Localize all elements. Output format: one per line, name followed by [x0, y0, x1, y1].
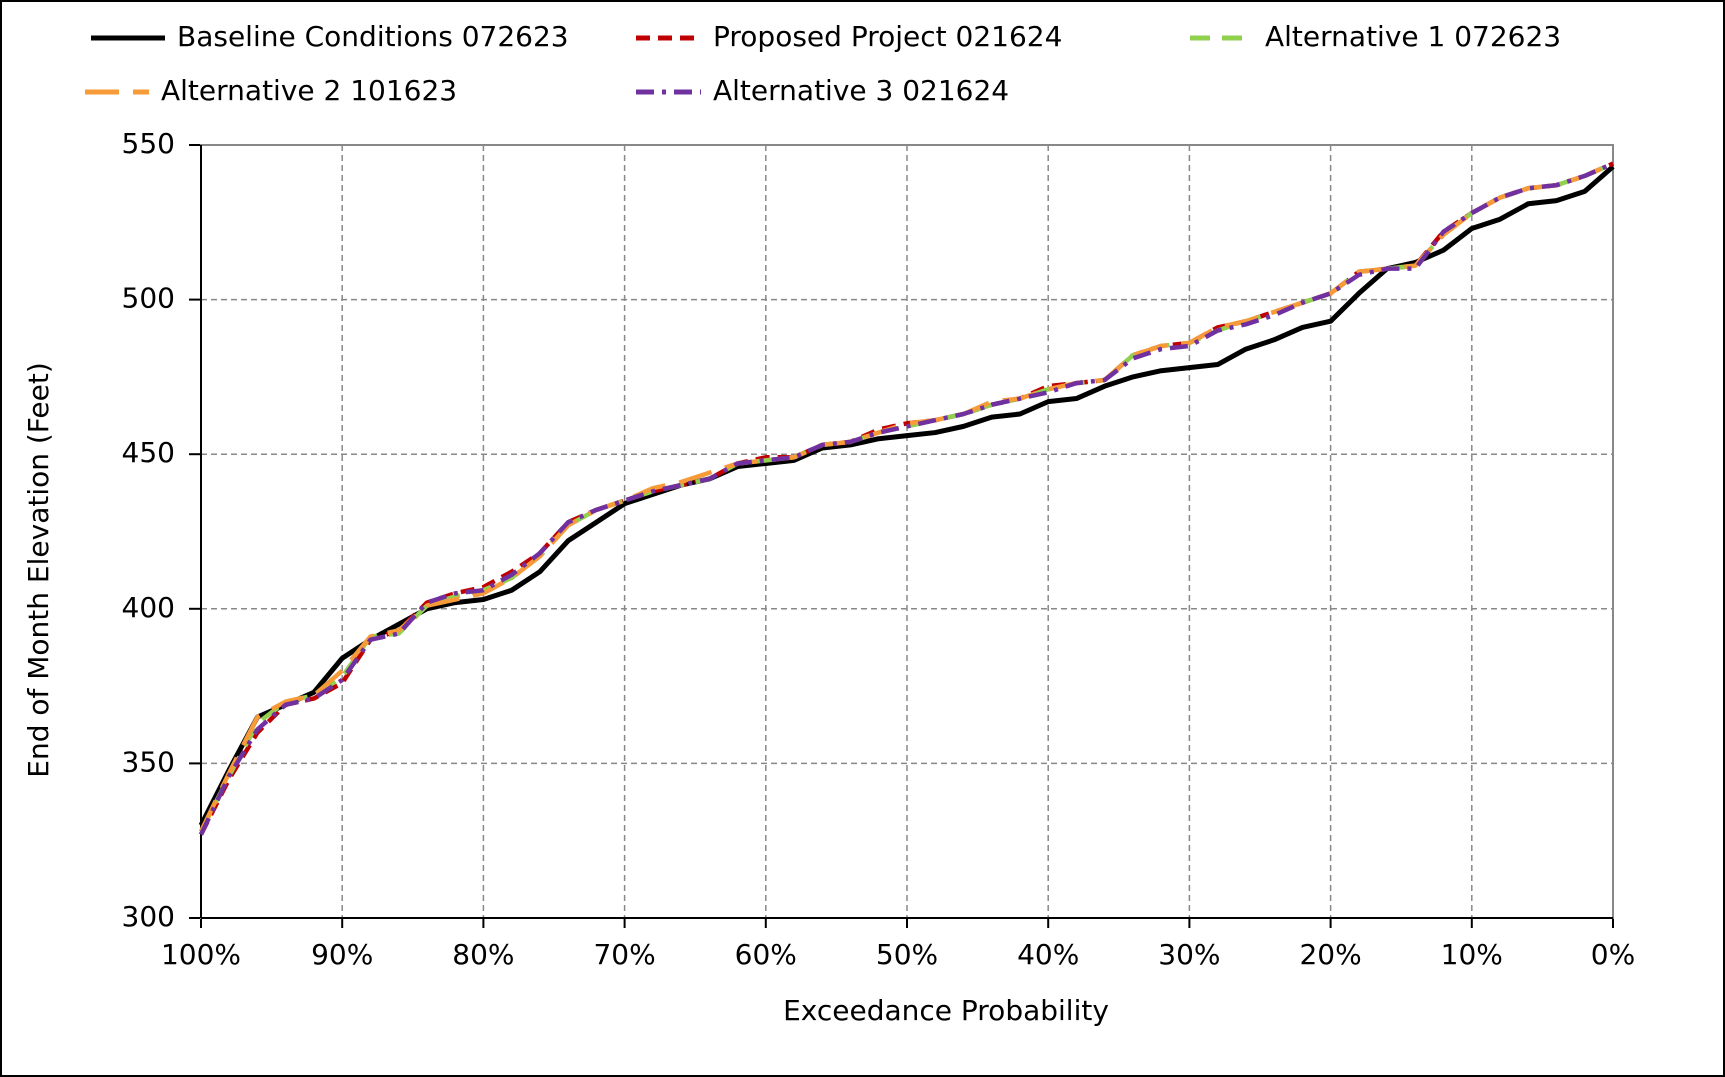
series-line — [198, 161, 1614, 836]
legend-label: Proposed Project 021624 — [713, 20, 1062, 53]
y-axis-label: End of Month Elevation (Feet) — [22, 362, 55, 777]
y-tick-label: 400 — [122, 591, 175, 624]
x-tick-label: 10% — [1441, 938, 1503, 971]
x-tick-label: 20% — [1299, 938, 1361, 971]
x-axis-label: Exceedance Probability — [783, 994, 1109, 1027]
x-tick-label: 30% — [1158, 938, 1220, 971]
x-tick-label: 90% — [311, 938, 373, 971]
x-tick-label: 60% — [735, 938, 797, 971]
y-tick-label: 300 — [122, 900, 175, 933]
x-tick-label: 40% — [1017, 938, 1079, 971]
y-tick-label: 450 — [122, 436, 175, 469]
x-tick-label: 70% — [593, 938, 655, 971]
x-tick-label: 100% — [161, 938, 241, 971]
x-tick-label: 50% — [876, 938, 938, 971]
y-tick-label: 550 — [122, 127, 175, 160]
legend-label: Alternative 3 021624 — [713, 74, 1009, 107]
series-line — [198, 164, 1615, 827]
legend-label: Baseline Conditions 072623 — [177, 20, 569, 53]
x-tick-label: 80% — [452, 938, 514, 971]
legend-label: Alternative 1 072623 — [1265, 20, 1561, 53]
x-tick-label: 0% — [1591, 938, 1635, 971]
legend-label: Alternative 2 101623 — [161, 74, 457, 107]
y-tick-label: 350 — [122, 745, 175, 778]
y-tick-label: 500 — [122, 282, 175, 315]
series-line — [198, 161, 1614, 833]
